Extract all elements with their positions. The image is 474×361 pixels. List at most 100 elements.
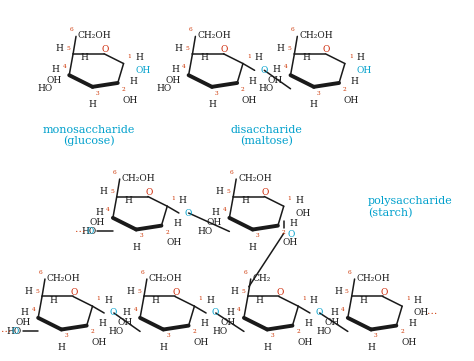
- Text: 3: 3: [64, 333, 68, 338]
- Text: H: H: [50, 296, 58, 305]
- Text: 1: 1: [406, 296, 410, 301]
- Text: OH: OH: [117, 318, 132, 327]
- Text: H: H: [249, 243, 256, 252]
- Text: HO: HO: [81, 227, 96, 236]
- Text: OH: OH: [414, 309, 429, 317]
- Text: 5: 5: [345, 288, 349, 293]
- Text: 4: 4: [31, 307, 35, 312]
- Text: 2: 2: [91, 330, 94, 335]
- Text: H: H: [277, 44, 285, 53]
- Text: H: H: [351, 77, 359, 86]
- Text: HO: HO: [198, 227, 213, 236]
- Text: 2: 2: [192, 330, 196, 335]
- Text: …: …: [0, 325, 11, 334]
- Text: H: H: [122, 308, 130, 317]
- Text: 4: 4: [133, 307, 137, 312]
- Text: CH₂OH: CH₂OH: [78, 31, 111, 40]
- Text: H: H: [152, 296, 160, 305]
- Text: H: H: [290, 219, 297, 228]
- Text: 6: 6: [38, 270, 42, 275]
- Text: H: H: [356, 53, 365, 62]
- Text: CH₂: CH₂: [253, 274, 271, 283]
- Text: 6: 6: [229, 170, 233, 175]
- Text: OH: OH: [401, 338, 417, 347]
- Text: 1: 1: [171, 196, 175, 201]
- Text: H: H: [125, 196, 132, 205]
- Text: 5: 5: [227, 188, 230, 193]
- Text: (maltose): (maltose): [240, 136, 293, 146]
- Text: (starch): (starch): [368, 208, 413, 218]
- Text: OH: OH: [15, 318, 30, 327]
- Text: CH₂OH: CH₂OH: [47, 274, 81, 283]
- Text: …: …: [428, 306, 438, 316]
- Text: O: O: [11, 327, 19, 336]
- Text: 3: 3: [317, 91, 320, 96]
- Text: 2: 2: [400, 330, 404, 335]
- Text: 1: 1: [247, 54, 251, 59]
- Text: H: H: [81, 53, 89, 62]
- Text: H: H: [310, 296, 318, 305]
- Text: OH: OH: [283, 238, 298, 247]
- Text: HO: HO: [316, 327, 331, 336]
- Text: H: H: [20, 308, 28, 317]
- Text: H: H: [25, 287, 32, 296]
- Text: 1: 1: [96, 296, 100, 301]
- Text: H: H: [175, 44, 183, 53]
- Text: 1: 1: [288, 196, 292, 201]
- Text: 3: 3: [139, 234, 143, 238]
- Text: 1: 1: [349, 54, 353, 59]
- Text: O: O: [70, 288, 78, 297]
- Text: H: H: [132, 243, 140, 252]
- Text: OH: OH: [90, 218, 105, 227]
- Text: H: H: [302, 53, 310, 62]
- Text: OH: OH: [267, 75, 283, 84]
- Text: H: H: [57, 343, 65, 352]
- Text: 3: 3: [270, 333, 274, 338]
- Text: H: H: [179, 196, 187, 205]
- Text: H: H: [52, 65, 60, 74]
- Text: OH: OH: [206, 218, 222, 227]
- Text: H: H: [216, 187, 224, 196]
- Text: H: H: [241, 196, 249, 205]
- Text: H: H: [135, 53, 143, 62]
- Text: H: H: [212, 208, 219, 217]
- Text: H: H: [127, 287, 134, 296]
- Text: OH: OH: [295, 209, 310, 218]
- Text: H: H: [99, 187, 107, 196]
- Text: OH: OH: [165, 75, 181, 84]
- Text: O: O: [288, 230, 295, 239]
- Text: 2: 2: [122, 87, 126, 92]
- Text: O: O: [276, 288, 283, 297]
- Text: HO: HO: [157, 84, 172, 93]
- Text: H: H: [227, 308, 234, 317]
- Text: 6: 6: [244, 270, 248, 275]
- Text: H: H: [159, 343, 167, 352]
- Text: O: O: [212, 309, 219, 317]
- Text: 2: 2: [241, 87, 245, 92]
- Text: OH: OH: [193, 338, 209, 347]
- Text: H: H: [414, 296, 422, 305]
- Text: 3: 3: [166, 333, 170, 338]
- Text: H: H: [200, 53, 208, 62]
- Text: 1: 1: [128, 54, 131, 59]
- Text: H: H: [98, 319, 106, 328]
- Text: H: H: [249, 77, 256, 86]
- Text: 5: 5: [288, 46, 292, 51]
- Text: H: H: [230, 287, 238, 296]
- Text: OH: OH: [356, 66, 372, 75]
- Text: O: O: [173, 288, 180, 297]
- Text: CH₂OH: CH₂OH: [356, 274, 390, 283]
- Text: 4: 4: [182, 64, 186, 69]
- Text: O: O: [316, 309, 323, 317]
- Text: HO: HO: [212, 327, 228, 336]
- Text: H: H: [173, 219, 181, 228]
- Text: CH₂OH: CH₂OH: [122, 174, 155, 183]
- Text: H: H: [304, 319, 312, 328]
- Text: 6: 6: [140, 270, 144, 275]
- Text: OH: OH: [242, 96, 257, 105]
- Text: H: H: [367, 343, 375, 352]
- Text: 6: 6: [291, 27, 294, 32]
- Text: 4: 4: [223, 207, 227, 212]
- Text: 6: 6: [348, 270, 352, 275]
- Text: 3: 3: [374, 333, 378, 338]
